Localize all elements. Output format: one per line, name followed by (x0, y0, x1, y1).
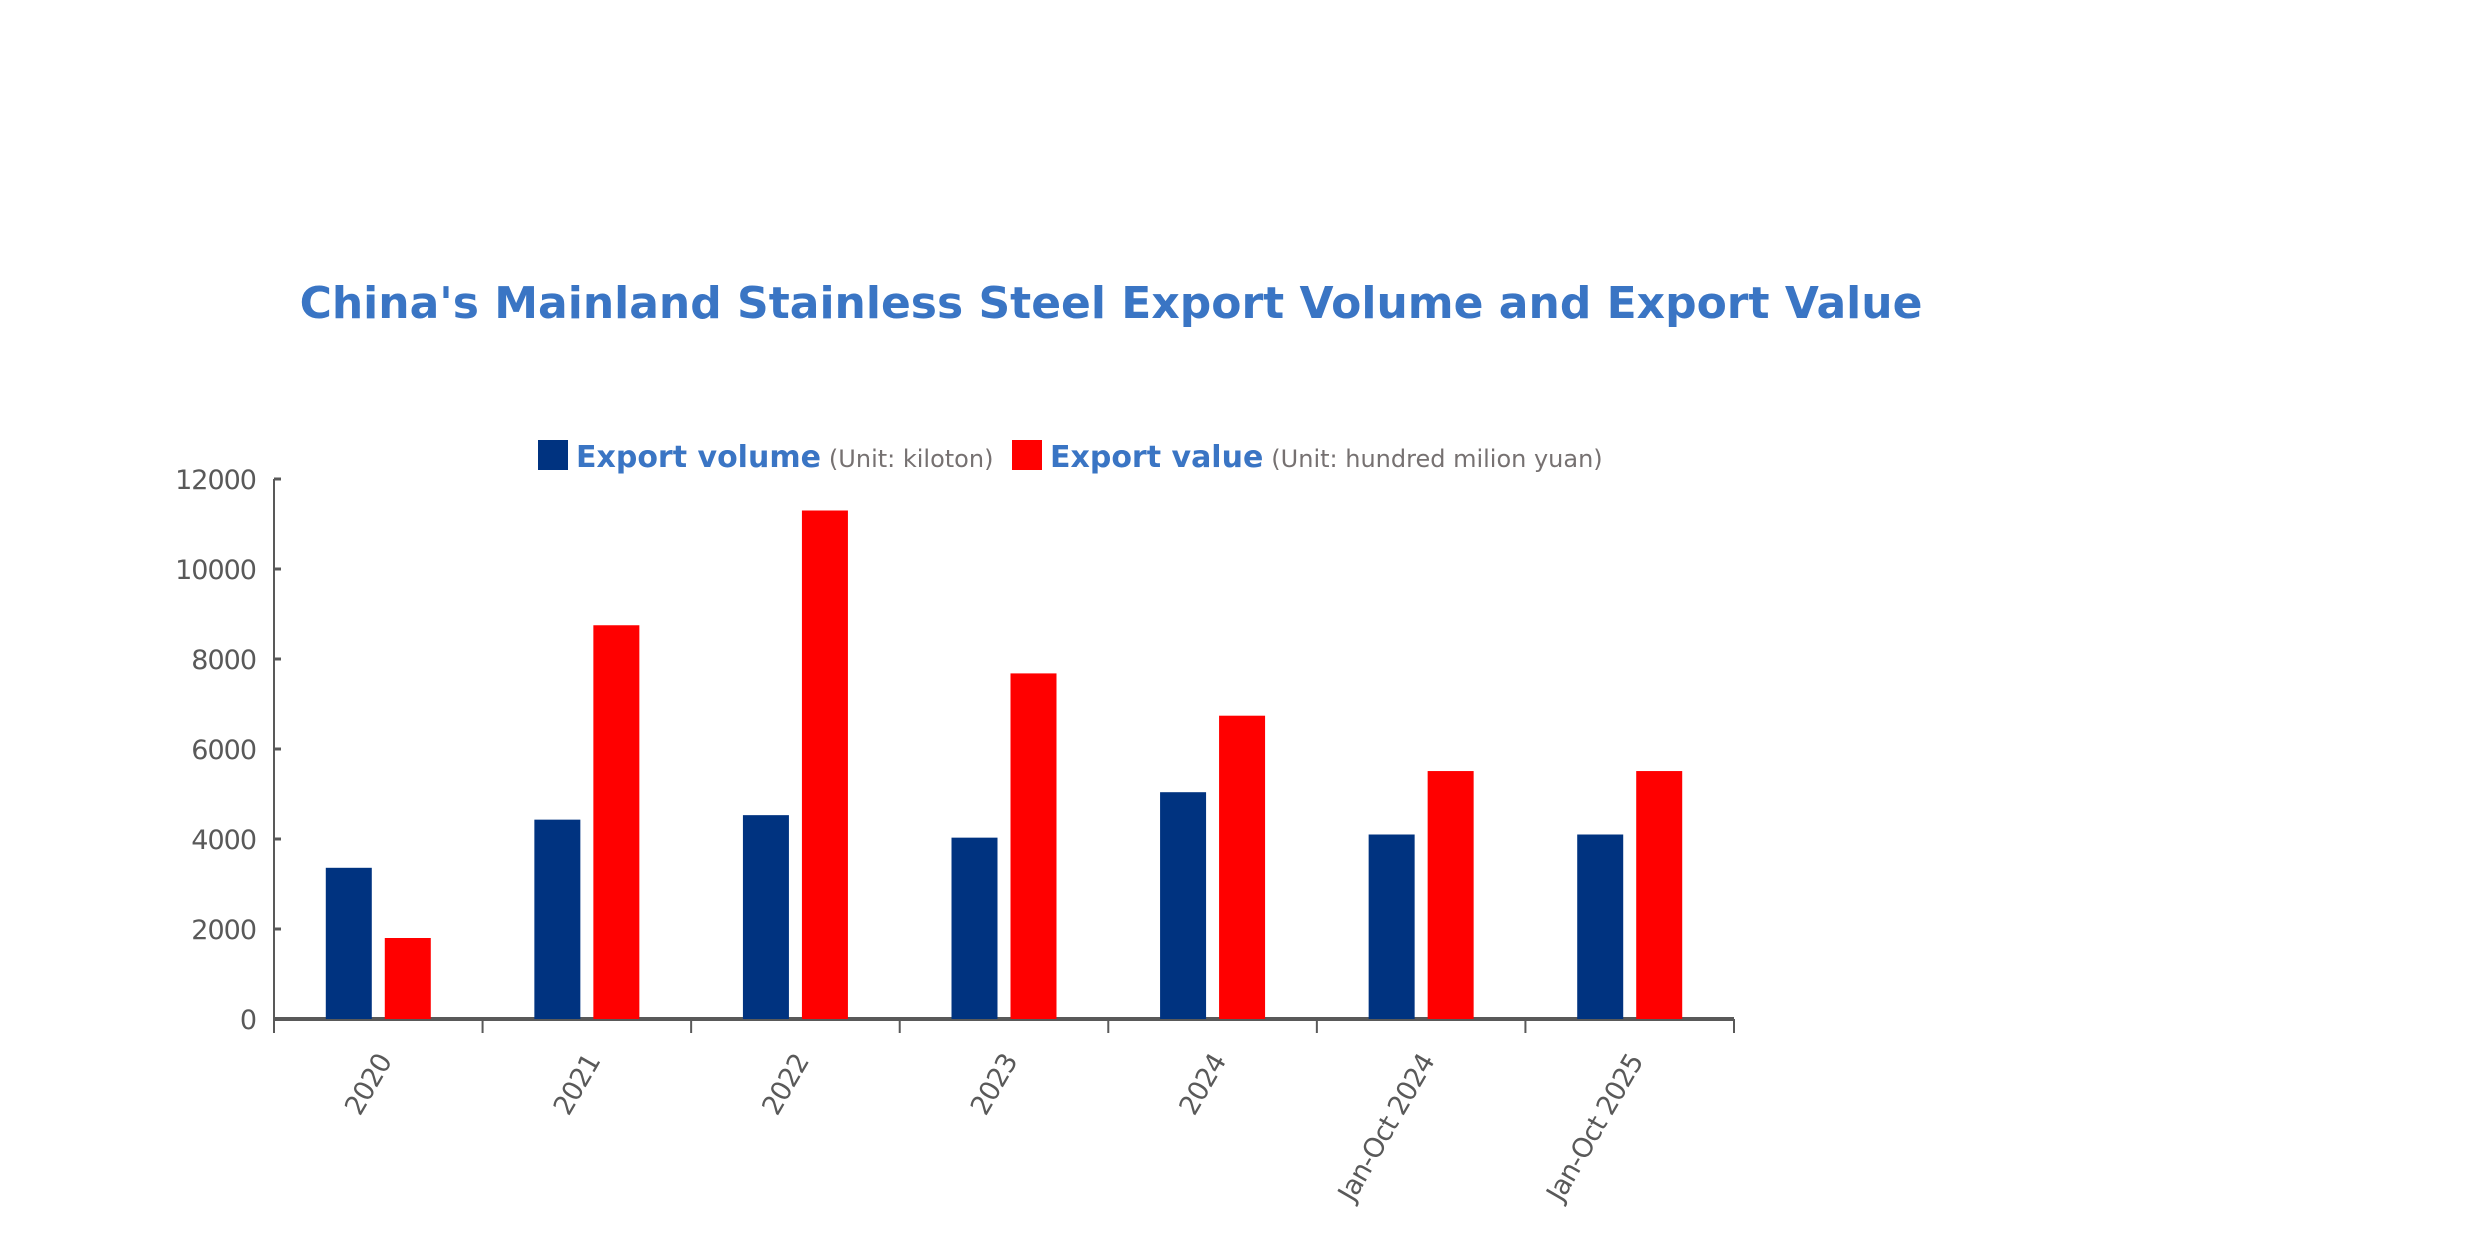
x-tick-label: 2020 (339, 1049, 398, 1121)
legend: Export volume (Unit: kiloton) Export valu… (538, 440, 1603, 475)
bar-export-volume (325, 867, 372, 1019)
bar-export-volume (951, 837, 998, 1019)
bar-export-volume (1368, 834, 1415, 1019)
y-tick-label: 2000 (191, 915, 256, 946)
legend-label-value: Export value (Unit: hundred milion yuan) (1050, 440, 1603, 475)
x-tick-label: Jan-Oct 2024 (1331, 1049, 1441, 1208)
y-tick-label: 10000 (175, 555, 256, 586)
x-tick-label: 2021 (548, 1049, 607, 1121)
bar-export-value (1427, 771, 1474, 1019)
bars (325, 510, 1683, 1019)
bar-export-volume (1160, 792, 1207, 1019)
x-tick-label: 2024 (1173, 1049, 1232, 1121)
bar-export-value (1636, 771, 1683, 1019)
y-axis: 0 2000 4000 6000 8000 10000 12000 (175, 465, 281, 1036)
bar-export-value (1010, 673, 1057, 1019)
bar-export-value (384, 938, 431, 1019)
bar-export-value (801, 510, 848, 1019)
x-tick-label: 2022 (756, 1049, 815, 1121)
legend-swatch-volume (538, 440, 568, 470)
y-tick-label: 12000 (175, 465, 256, 496)
y-tick-label: 6000 (191, 735, 256, 766)
x-tick-label: Jan-Oct 2025 (1540, 1049, 1650, 1208)
y-tick-label: 8000 (191, 645, 256, 676)
bar-export-value (593, 625, 640, 1019)
y-tick-label: 4000 (191, 825, 256, 856)
bar-export-volume (742, 815, 789, 1019)
bar-export-volume (534, 819, 581, 1019)
bar-export-volume (1577, 834, 1624, 1019)
chart-title: China's Mainland Stainless Steel Export … (300, 278, 1923, 329)
legend-label-volume: Export volume (Unit: kiloton) (576, 440, 993, 475)
x-axis: 2020 2021 2022 2023 2024 Jan-Oct 2024 Jan-Oct … (273, 1017, 1735, 1208)
legend-swatch-value (1012, 440, 1042, 470)
bar-export-value (1219, 715, 1266, 1019)
y-tick-label: 0 (240, 1005, 256, 1036)
x-tick-label: 2023 (965, 1049, 1024, 1121)
